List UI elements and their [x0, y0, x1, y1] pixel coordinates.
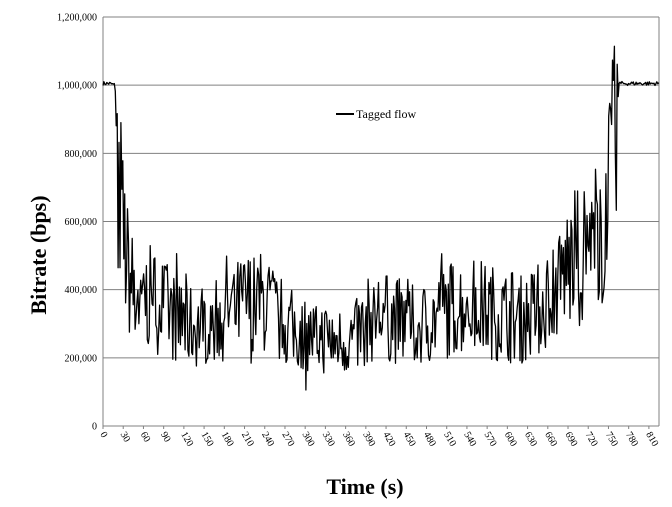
- x-tick-label: 600: [502, 430, 519, 448]
- y-tick-labels: 0 200,000 400,000 600,000 800,000 1,000,000 1,…: [57, 13, 97, 433]
- y-tick-label: 0: [92, 422, 97, 433]
- x-axis-title: Time (s): [326, 474, 403, 499]
- y-tick-label: 600,000: [65, 217, 98, 228]
- x-tick-label: 510: [441, 430, 458, 448]
- series-layer: [102, 45, 660, 391]
- x-tick-label: 630: [522, 430, 539, 448]
- x-tick-label: 690: [562, 430, 579, 448]
- x-tick-label: 270: [279, 430, 296, 448]
- x-tick-label: 240: [259, 430, 276, 448]
- x-tick-label: 60: [138, 430, 153, 444]
- x-tick-label: 180: [219, 430, 236, 448]
- x-tick-labels: 0 30 60 90 120 150 180 210 240 270 300 330 360 390 420…: [97, 426, 660, 448]
- x-tick-label: 90: [158, 430, 173, 444]
- x-tick-label: 540: [461, 430, 478, 448]
- x-tick-label: 570: [482, 430, 499, 448]
- legend-label-tagged-flow: Tagged flow: [356, 107, 416, 121]
- x-tick-label: 360: [340, 430, 357, 448]
- y-tick-label: 400,000: [65, 285, 98, 296]
- series-line-tagged-flow: [102, 45, 660, 391]
- x-tick-label: 390: [360, 430, 377, 448]
- x-tick-label: 0: [97, 430, 109, 440]
- x-tick-label: 480: [421, 430, 438, 448]
- x-tick-label: 750: [603, 430, 620, 448]
- legend: Tagged flow: [336, 107, 416, 121]
- y-tick-label: 1,000,000: [57, 81, 97, 92]
- x-tick-label: 660: [542, 430, 559, 448]
- x-tick-label: 120: [178, 430, 195, 448]
- x-tick-label: 150: [198, 430, 215, 448]
- y-tick-label: 1,200,000: [57, 13, 97, 24]
- y-tick-label: 800,000: [65, 149, 98, 160]
- x-tick-label: 420: [380, 430, 397, 448]
- x-tick-label: 780: [623, 430, 640, 448]
- x-tick-label: 450: [401, 430, 418, 448]
- x-tick-label: 720: [583, 430, 600, 448]
- grid-lines: [103, 16, 659, 359]
- y-axis-title: Bitrate (bps): [26, 195, 51, 314]
- x-tick-label: 30: [118, 430, 133, 444]
- x-tick-label: 210: [239, 430, 256, 448]
- x-tick-label: 810: [643, 430, 660, 448]
- x-tick-label: 300: [300, 430, 317, 448]
- x-tick-label: 330: [320, 430, 337, 448]
- y-tick-label: 200,000: [65, 353, 98, 364]
